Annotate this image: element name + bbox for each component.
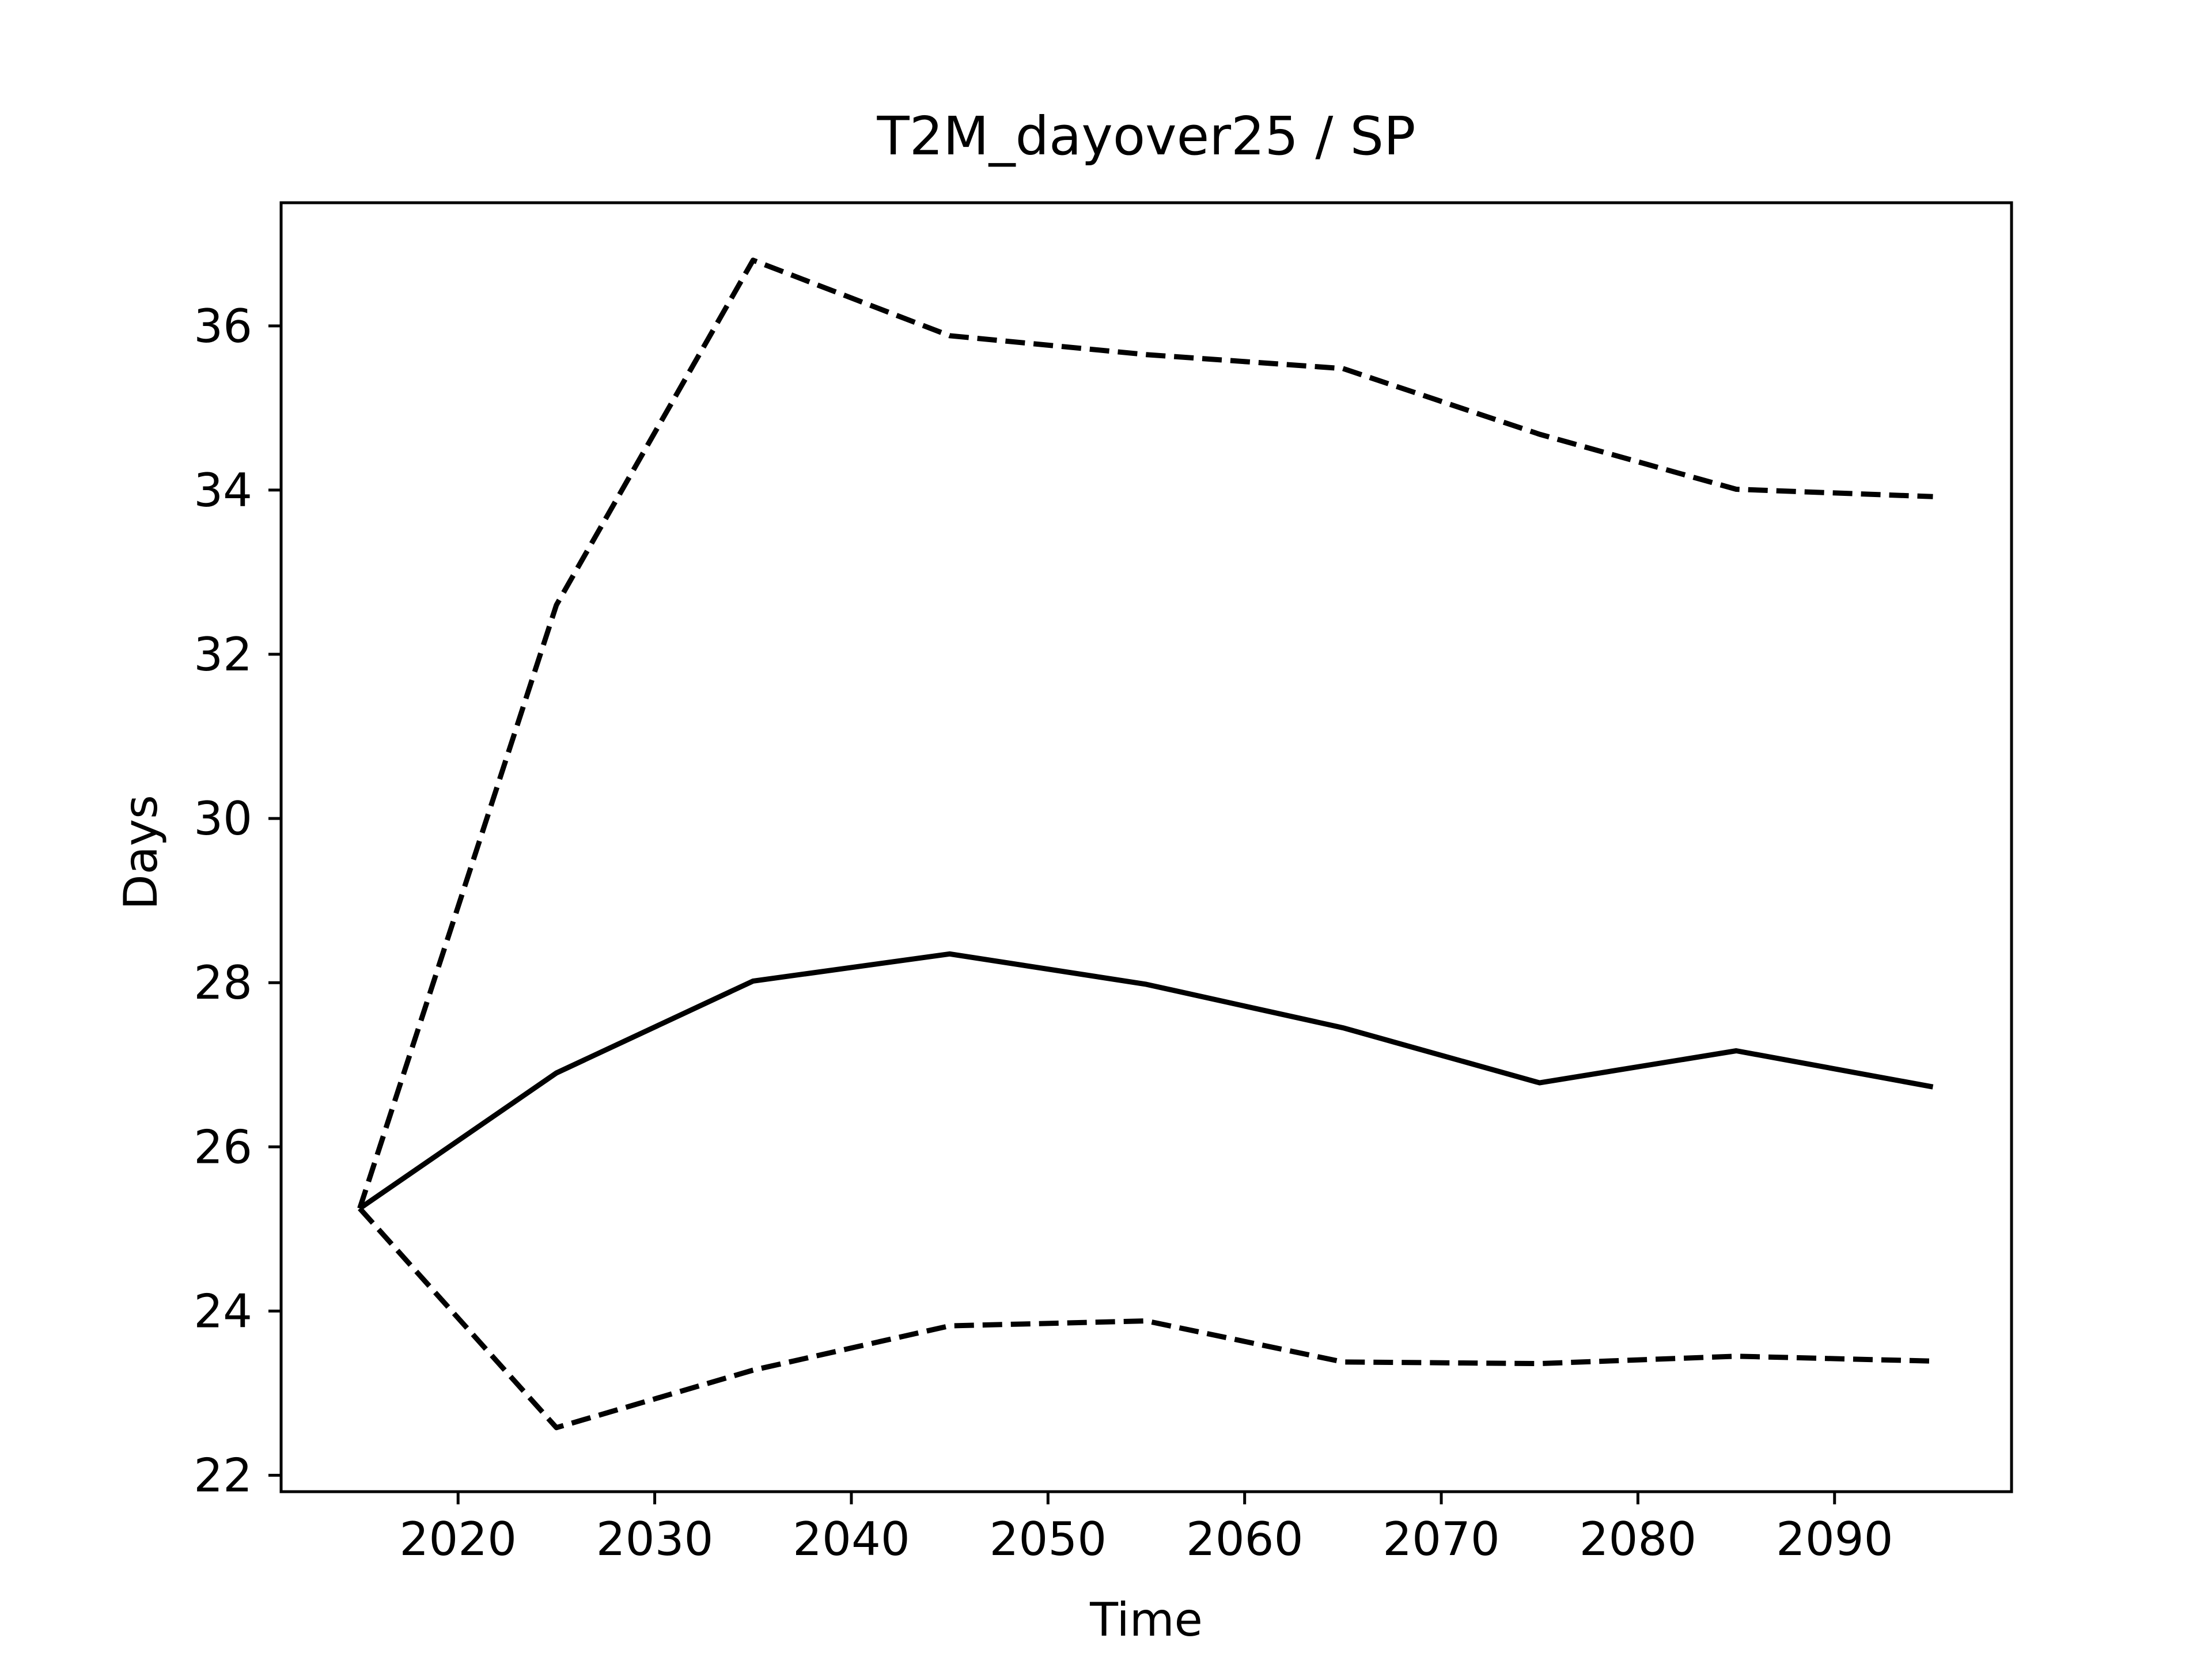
x-tick-label: 2040 bbox=[793, 1512, 910, 1566]
dashed-series-line-2 bbox=[358, 1207, 1933, 1431]
x-tick-label: 2060 bbox=[1186, 1512, 1304, 1566]
series-layer bbox=[357, 257, 1934, 1431]
y-axis-label: Days bbox=[114, 795, 168, 910]
x-tick-label: 2030 bbox=[596, 1512, 714, 1566]
y-tick-label: 26 bbox=[194, 1120, 252, 1174]
y-tick-label: 30 bbox=[194, 792, 252, 845]
x-tick-label: 2080 bbox=[1580, 1512, 1697, 1566]
dashed-series-line-0 bbox=[357, 257, 1933, 1209]
plot-frame bbox=[279, 201, 2013, 1493]
y-tick-label: 36 bbox=[194, 299, 252, 353]
x-tick-label: 2050 bbox=[990, 1512, 1107, 1566]
y-tick-label: 32 bbox=[194, 628, 252, 681]
x-axis-label: Time bbox=[1089, 1593, 1203, 1647]
y-tick-label: 22 bbox=[194, 1448, 252, 1502]
solid-series-line-1 bbox=[358, 951, 1934, 1211]
y-tick-label: 28 bbox=[194, 956, 252, 1010]
x-tick-label: 2070 bbox=[1382, 1512, 1500, 1566]
x-tick-label: 2020 bbox=[399, 1512, 517, 1566]
x-tick-label: 2090 bbox=[1776, 1512, 1893, 1566]
chart-title: T2M_dayover25 / SP bbox=[877, 105, 1416, 167]
axis-layer: 2020 2030 2040 2050 2060 2070 2080 2090 22 24 26 28… bbox=[194, 299, 1893, 1566]
y-tick-label: 24 bbox=[194, 1284, 252, 1338]
y-tick-label: 34 bbox=[194, 464, 252, 517]
